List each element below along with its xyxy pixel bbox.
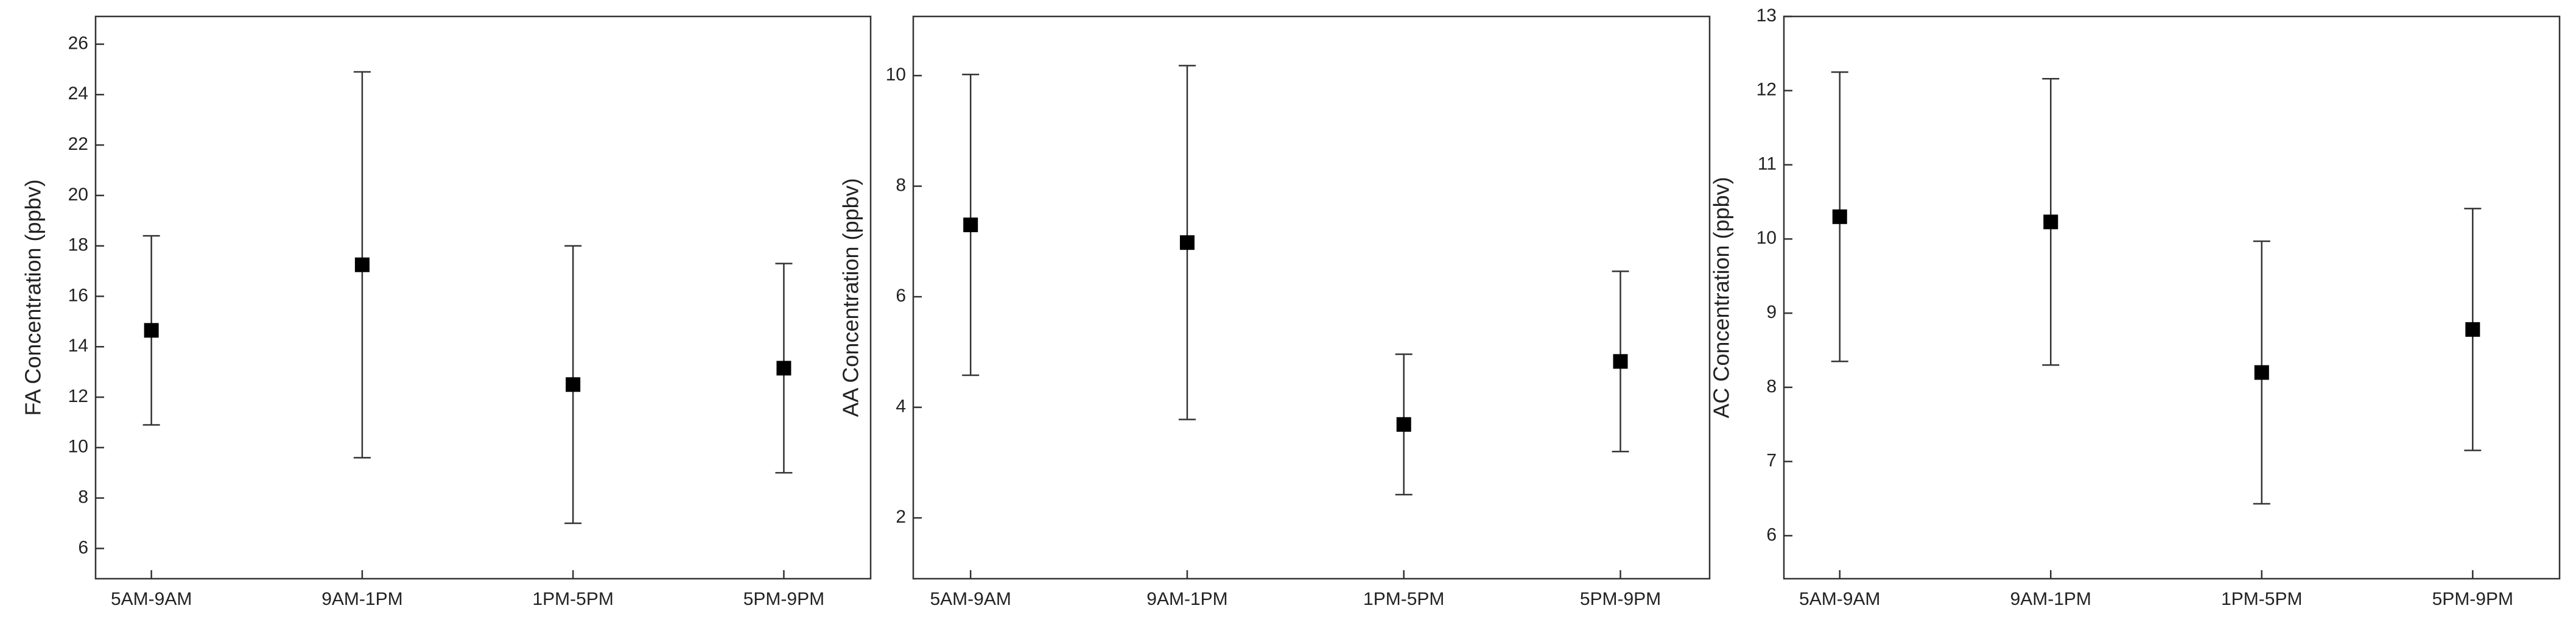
- x-tick-label: 9AM-1PM: [2010, 589, 2091, 609]
- y-tick-label: 14: [68, 336, 88, 356]
- marker: [354, 257, 370, 272]
- y-tick-label: 11: [1758, 154, 1777, 174]
- x-tick-label: 9AM-1PM: [321, 589, 402, 609]
- y-axis-label: AC Concentration (ppbv): [1709, 177, 1734, 418]
- y-tick-label: 18: [68, 235, 88, 255]
- plot-frame: [1783, 15, 2561, 580]
- marker: [1613, 354, 1628, 369]
- y-tick-label: 16: [68, 285, 88, 305]
- y-tick-label: 9: [1766, 302, 1777, 322]
- y-tick-label: 22: [68, 134, 88, 154]
- x-tick-label: 5PM-9PM: [743, 589, 824, 609]
- y-tick-label: 24: [68, 83, 88, 104]
- marker: [566, 377, 581, 392]
- y-axis-label: AA Concentration (ppbv): [838, 178, 863, 417]
- marker: [1396, 417, 1411, 432]
- y-tick-label: 4: [896, 397, 906, 417]
- x-tick-label: 5PM-9PM: [1580, 589, 1661, 609]
- marker: [963, 217, 978, 233]
- y-tick-label: 26: [68, 33, 88, 53]
- y-tick-label: 10: [886, 65, 906, 85]
- y-tick-label: 12: [1757, 80, 1777, 100]
- marker: [2465, 322, 2480, 337]
- plot-frame: [912, 15, 1711, 580]
- y-tick-label: 8: [1766, 376, 1777, 397]
- x-tick-label: 9AM-1PM: [1146, 589, 1227, 609]
- y-tick-label: 10: [68, 437, 88, 457]
- y-tick-label: 7: [1766, 451, 1777, 471]
- x-tick-label: 1PM-5PM: [2221, 589, 2302, 609]
- marker: [1832, 209, 1847, 224]
- marker: [144, 323, 159, 338]
- marker: [776, 361, 791, 376]
- x-tick-label: 1PM-5PM: [532, 589, 613, 609]
- x-tick-label: 5AM-9AM: [111, 589, 192, 609]
- y-tick-label: 13: [1757, 5, 1777, 26]
- marker: [2254, 365, 2269, 380]
- y-axis-label: FA Concentration (ppbv): [21, 179, 46, 415]
- y-tick-label: 20: [68, 185, 88, 205]
- x-tick-label: 1PM-5PM: [1363, 589, 1444, 609]
- marker: [2043, 214, 2058, 230]
- y-tick-label: 10: [1757, 228, 1777, 248]
- y-tick-label: 12: [68, 386, 88, 406]
- y-tick-label: 6: [1766, 524, 1777, 545]
- x-tick-label: 5PM-9PM: [2432, 589, 2513, 609]
- y-tick-label: 2: [896, 507, 906, 527]
- y-tick-label: 8: [896, 175, 906, 196]
- x-tick-label: 5AM-9AM: [1799, 589, 1880, 609]
- x-tick-label: 5AM-9AM: [930, 589, 1011, 609]
- plot-frame: [94, 15, 872, 580]
- marker: [1179, 235, 1195, 250]
- y-tick-label: 6: [896, 286, 906, 306]
- y-tick-label: 8: [78, 487, 88, 507]
- y-tick-label: 6: [78, 537, 88, 557]
